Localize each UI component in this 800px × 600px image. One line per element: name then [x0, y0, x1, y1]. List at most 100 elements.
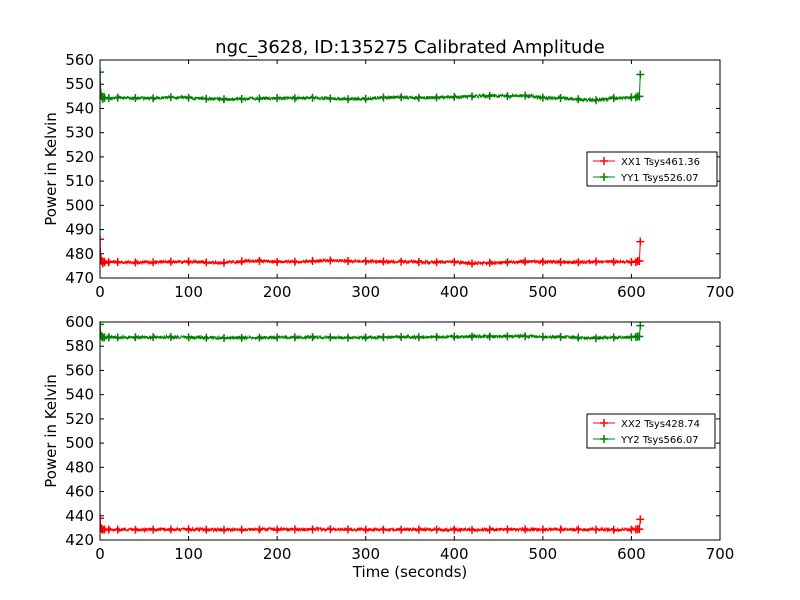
top-series-2-point: [184, 93, 193, 102]
top-legend-marker-2: [600, 173, 608, 181]
bottom-series-line-2: [100, 324, 641, 342]
top-series-2-point: [432, 93, 441, 102]
bottom-y-tick-label: 560: [65, 361, 94, 379]
top-y-axis-label: Power in Kelvin: [42, 112, 60, 226]
bottom-series-group: [100, 322, 645, 534]
top-series-1-point: [450, 258, 459, 267]
bottom-x-tick-label: 400: [440, 545, 469, 563]
bottom-series-1-point: [636, 515, 645, 524]
top-x-tick-label: 400: [440, 283, 469, 301]
top-series-1-point: [344, 257, 352, 266]
top-y-tick-label: 550: [65, 75, 94, 93]
bottom-x-tick-label: 100: [174, 545, 203, 563]
bottom-y-tick-label: 580: [65, 337, 94, 355]
bottom-series-1-point: [485, 525, 494, 534]
top-series-2-point: [202, 94, 211, 103]
top-series-2-point: [397, 93, 406, 102]
top-x-tick-label: 600: [617, 283, 646, 301]
bottom-series-2-point: [361, 333, 370, 342]
top-series-2-point: [414, 93, 423, 102]
top-series-1-point: [255, 257, 264, 266]
bottom-series-2-point: [290, 333, 299, 342]
chart-title: ngc_3628, ID:135275 Calibrated Amplitude: [215, 37, 605, 58]
top-series-2-point: [344, 95, 352, 104]
bottom-series-2-point: [149, 333, 158, 342]
bottom-series-2-point: [273, 333, 282, 342]
bottom-series-1-point: [184, 525, 193, 534]
top-y-tick-label: 540: [65, 99, 94, 117]
bottom-series-2-point: [609, 333, 618, 342]
top-series-2-point: [290, 94, 299, 103]
top-series-1-point: [414, 258, 423, 267]
bottom-series-2-point: [538, 332, 547, 341]
bottom-series-2-point: [556, 333, 565, 342]
top-series-1-point: [609, 257, 618, 266]
top-series-2-point: [635, 92, 644, 101]
bottom-series-1-point: [166, 525, 175, 534]
top-series-2-point: [379, 93, 388, 102]
top-series-2-point: [255, 94, 264, 103]
bottom-series-2-point: [592, 334, 600, 343]
top-series-1-point: [237, 257, 246, 266]
bottom-series-1-point: [414, 525, 423, 534]
bottom-subplot: 0 100 200 300 400 500 600 700 420 440 460 480 500 520…: [42, 313, 734, 563]
top-series-2-point: [450, 92, 459, 101]
bottom-y-tick-label: 500: [65, 434, 94, 452]
top-y-tick-label: 520: [65, 148, 94, 166]
bottom-series-1-point: [468, 525, 476, 534]
top-y-tick-label: 470: [65, 269, 94, 287]
bottom-series-1-point: [609, 525, 618, 534]
bottom-legend-label-2: YY2 Tsys566.07: [620, 435, 699, 446]
top-y-tick-label: 560: [65, 51, 94, 69]
bottom-series-1-point: [635, 525, 644, 534]
bottom-x-tick-label: 500: [529, 545, 558, 563]
bottom-series-2-point: [326, 333, 335, 342]
bottom-series-2-point: [468, 332, 476, 341]
top-series-1-point: [100, 235, 104, 244]
top-series-1-point: [468, 259, 476, 268]
top-series-2-point: [166, 93, 175, 102]
bottom-legend-marker-1: [600, 419, 608, 427]
bottom-series-1-point: [131, 525, 140, 534]
top-y-tick-label: 480: [65, 245, 94, 263]
bottom-series-1-point: [113, 525, 122, 534]
bottom-series-1-point: [237, 525, 246, 534]
bottom-y-tick-label: 520: [65, 410, 94, 428]
top-series-1-point: [432, 258, 441, 267]
bottom-y-tick-label: 420: [65, 531, 94, 549]
bottom-series-2-point: [184, 333, 193, 342]
bottom-series-1-point: [450, 525, 459, 534]
bottom-series-1-point: [220, 525, 228, 534]
top-series-2-point: [468, 92, 476, 101]
bottom-series-1-point: [361, 525, 370, 534]
top-series-1-point: [503, 258, 512, 267]
bottom-series-2-point: [450, 332, 459, 341]
bottom-series-1-point: [290, 525, 299, 534]
bottom-series-2-point: [166, 333, 175, 342]
top-series-2-point: [104, 94, 113, 103]
bottom-series-2-point: [414, 333, 423, 342]
top-series-1-point: [379, 257, 388, 266]
top-series-1-point: [149, 258, 158, 267]
top-series-1-point: [592, 257, 600, 266]
top-series-2-point: [485, 91, 494, 100]
top-series-1-point: [574, 258, 583, 267]
top-series-1-point: [538, 257, 547, 266]
top-series-2-point: [636, 70, 645, 79]
top-series-1-point: [521, 257, 530, 266]
top-series-2-point: [631, 93, 640, 102]
bottom-series-1-point: [592, 525, 600, 534]
top-series-1-point: [290, 257, 299, 266]
bottom-series-1-point: [432, 525, 441, 534]
top-series-1-point: [636, 237, 645, 246]
top-series-1-point: [113, 258, 122, 267]
bottom-series-1-point: [574, 525, 583, 534]
bottom-legend-marker-2: [600, 435, 608, 443]
bottom-series-2-point: [104, 333, 113, 342]
bottom-series-1-point: [308, 525, 317, 534]
bottom-series-2-point: [131, 333, 140, 342]
top-y-tick-label: 530: [65, 124, 94, 142]
bottom-series-1-point: [100, 523, 105, 532]
